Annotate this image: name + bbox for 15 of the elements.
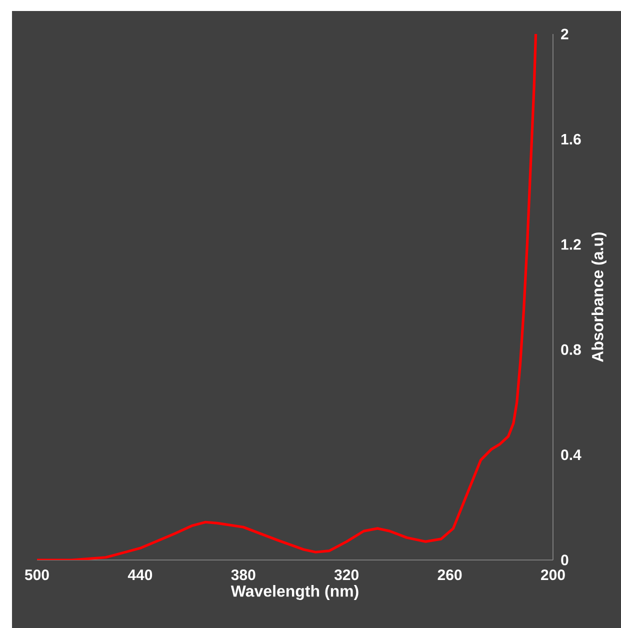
y-tick-label: 0.4: [561, 449, 582, 460]
y-tick-label: 2: [561, 28, 568, 40]
y-tick-label: 0: [561, 554, 568, 566]
x-tick-label: 320: [334, 570, 358, 580]
x-tick-label: 200: [541, 570, 565, 580]
y-tick-label: 1.2: [561, 239, 581, 250]
x-tick-label: 380: [231, 570, 256, 580]
line-series: [36, 34, 538, 560]
y-tick-label: 0.8: [561, 344, 581, 355]
x-axis-title: Wavelength (nm): [230, 585, 358, 600]
x-tick-label: 440: [128, 570, 152, 580]
y-axis-title: Absorbance (a.u): [592, 232, 606, 362]
x-tick-label: 500: [24, 570, 49, 580]
x-tick-label: 260: [438, 570, 462, 580]
y-tick-label: 1.6: [561, 134, 581, 144]
